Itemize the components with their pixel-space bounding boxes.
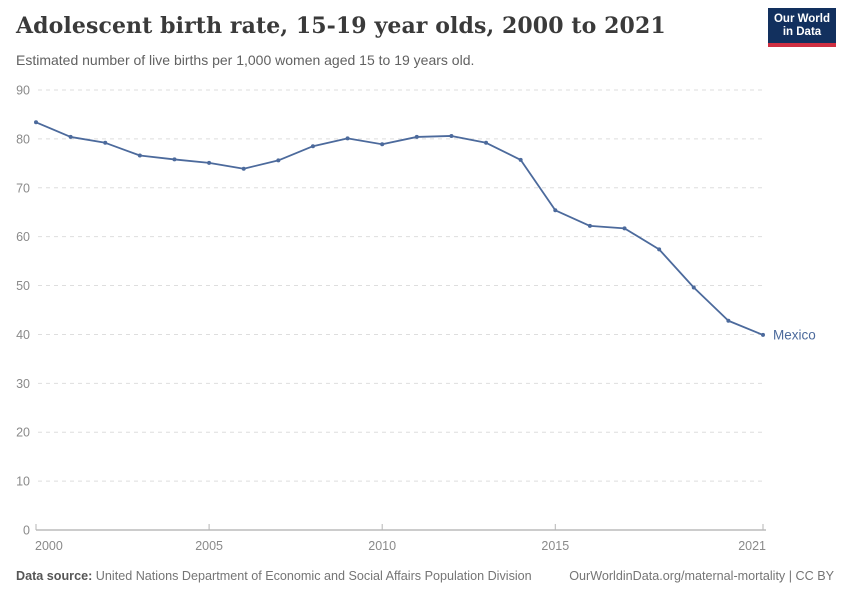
data-point[interactable] bbox=[103, 140, 108, 145]
y-tick-label: 50 bbox=[16, 279, 30, 293]
data-point[interactable] bbox=[484, 140, 489, 145]
data-point[interactable] bbox=[172, 157, 177, 162]
data-point[interactable] bbox=[241, 166, 246, 171]
x-tick-label: 2015 bbox=[541, 539, 569, 553]
x-tick-label: 2000 bbox=[35, 539, 63, 553]
data-point[interactable] bbox=[657, 247, 662, 252]
credit-link[interactable]: OurWorldinData.org/maternal-mortality | … bbox=[569, 569, 834, 583]
data-point[interactable] bbox=[310, 144, 315, 149]
footer: Data source: United Nations Department o… bbox=[16, 569, 834, 583]
y-tick-label: 40 bbox=[16, 328, 30, 342]
data-point[interactable] bbox=[587, 223, 592, 228]
y-tick-label: 70 bbox=[16, 181, 30, 195]
data-source-text: United Nations Department of Economic an… bbox=[95, 569, 532, 583]
data-point[interactable] bbox=[34, 120, 38, 125]
x-tick-label: 2005 bbox=[195, 539, 223, 553]
y-tick-label: 0 bbox=[23, 524, 30, 538]
data-point[interactable] bbox=[761, 332, 765, 337]
y-tick-label: 80 bbox=[16, 132, 30, 146]
logo-text-line2: in Data bbox=[782, 25, 822, 38]
y-tick-label: 30 bbox=[16, 377, 30, 391]
y-tick-label: 90 bbox=[16, 84, 30, 98]
data-point[interactable] bbox=[691, 285, 696, 290]
data-source-label: Data source: bbox=[16, 569, 93, 583]
data-point[interactable] bbox=[449, 133, 454, 138]
chart-subtitle: Estimated number of live births per 1,00… bbox=[16, 52, 475, 68]
data-point[interactable] bbox=[726, 318, 731, 323]
data-point[interactable] bbox=[276, 158, 281, 163]
data-point[interactable] bbox=[207, 160, 212, 165]
x-tick-label: 2021 bbox=[738, 539, 766, 553]
y-tick-label: 10 bbox=[16, 475, 30, 489]
y-tick-label: 20 bbox=[16, 426, 30, 440]
series-label[interactable]: Mexico bbox=[773, 327, 816, 342]
data-point[interactable] bbox=[553, 208, 558, 213]
y-tick-label: 60 bbox=[16, 230, 30, 244]
owid-logo[interactable]: Our World in Data bbox=[768, 8, 836, 47]
data-point[interactable] bbox=[622, 226, 627, 231]
data-point[interactable] bbox=[345, 136, 350, 141]
data-point[interactable] bbox=[518, 157, 523, 162]
data-point[interactable] bbox=[414, 134, 419, 139]
data-line[interactable] bbox=[35, 121, 764, 336]
page-title: Adolescent birth rate, 15-19 year olds, … bbox=[16, 13, 666, 39]
data-point[interactable] bbox=[68, 134, 73, 139]
logo-text-line1: Our World bbox=[773, 12, 830, 25]
x-tick-label: 2010 bbox=[368, 539, 396, 553]
data-point[interactable] bbox=[137, 153, 142, 158]
data-source: Data source: United Nations Department o… bbox=[16, 569, 532, 583]
data-point[interactable] bbox=[380, 142, 385, 147]
